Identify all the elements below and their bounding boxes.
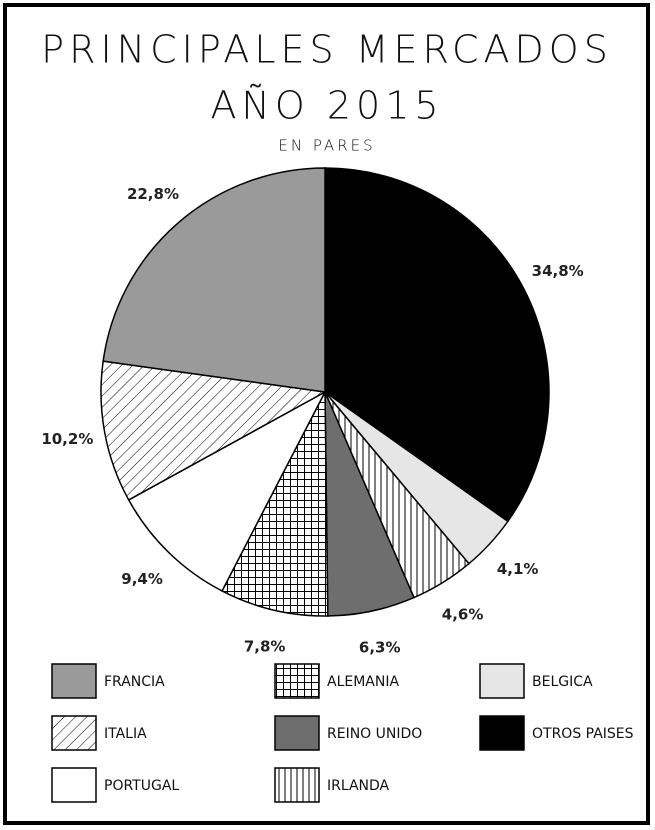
legend-label: FRANCIA xyxy=(104,674,165,690)
legend-label: ITALIA xyxy=(104,726,147,742)
legend-swatch xyxy=(51,663,97,699)
pie-slice xyxy=(221,391,329,617)
frame xyxy=(3,3,650,825)
legend-swatch xyxy=(274,767,320,803)
data-label: 34,8% xyxy=(532,262,584,280)
legend-label: BELGICA xyxy=(532,674,593,690)
legend-swatch xyxy=(479,663,525,699)
legend-swatch xyxy=(51,715,97,751)
legend-label: IRLANDA xyxy=(327,778,390,794)
pie-slice xyxy=(100,360,328,501)
data-label: 9,4% xyxy=(121,570,163,588)
legend-swatch xyxy=(51,767,97,803)
legend-swatch xyxy=(479,715,525,751)
chart-title: PRINCIPALES MERCADOS xyxy=(41,28,613,72)
data-label: 10,2% xyxy=(41,430,93,448)
legend-swatch xyxy=(274,715,320,751)
data-label: 22,8% xyxy=(127,185,179,203)
legend-label: ALEMANIA xyxy=(327,674,399,690)
pie-slice xyxy=(102,167,326,393)
legend-swatch xyxy=(274,663,320,699)
data-label: 4,6% xyxy=(442,605,484,623)
chart-subtitle: AÑO 2015 xyxy=(210,84,443,128)
legend-label: REINO UNIDO xyxy=(327,726,422,742)
annotation: EN PARES xyxy=(278,137,375,155)
data-label: 6,3% xyxy=(359,639,401,657)
data-label: 4,1% xyxy=(497,560,539,578)
pie-slice xyxy=(324,167,550,523)
data-label: 7,8% xyxy=(244,637,286,655)
legend-label: OTROS PAISES xyxy=(532,726,634,742)
pie-slice xyxy=(127,390,327,592)
legend-label: PORTUGAL xyxy=(104,778,179,794)
